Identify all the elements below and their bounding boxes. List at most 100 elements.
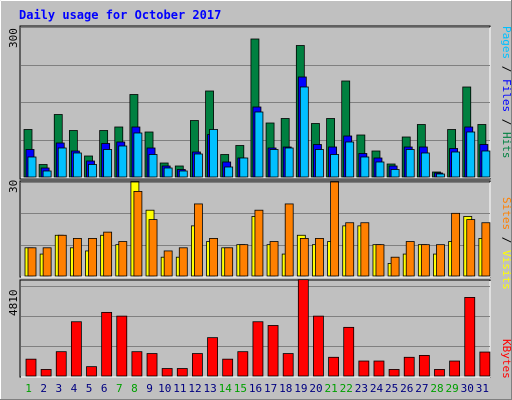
bar-pages — [194, 153, 203, 178]
bar-kbytes — [267, 325, 279, 377]
legend-entry: Visits — [500, 250, 512, 290]
x-tick-label: 5 — [86, 382, 93, 395]
bar-sites — [284, 203, 294, 277]
bar-sites — [299, 237, 309, 277]
bar-pages — [42, 170, 52, 178]
bar-kbytes — [449, 360, 461, 377]
x-tick-label: 14 — [219, 382, 233, 395]
bar-sites — [224, 247, 234, 277]
bar-kbytes — [373, 360, 385, 377]
svg-text:KBytes: KBytes — [500, 339, 512, 379]
bar-sites — [405, 241, 415, 277]
x-tick-label: 17 — [264, 382, 277, 395]
bar-sites — [209, 237, 218, 277]
bar-sites — [118, 241, 128, 277]
bar-kbytes — [313, 315, 324, 377]
bar-kbytes — [192, 353, 203, 377]
bar-kbytes — [388, 369, 400, 377]
bar-pages — [284, 147, 294, 178]
x-tick-label: 24 — [370, 382, 384, 395]
bar-sites — [390, 256, 400, 277]
bar-kbytes — [207, 337, 218, 377]
bar-pages — [133, 132, 143, 178]
x-tick-label: 31 — [476, 382, 489, 395]
bar-sites — [420, 244, 430, 277]
x-tick-label: 1 — [25, 382, 32, 395]
x-axis-labels: 1 2 3 4 5 6 7 8 9 10 11 12 13 14 15 16 17 18 19 20 21 22 23 24 2… — [25, 382, 489, 395]
x-tick-label: 27 — [415, 382, 428, 395]
x-tick-label: 2 — [40, 382, 47, 395]
bar-sites — [163, 250, 173, 277]
bar-sites — [103, 231, 113, 277]
bar-pages — [224, 166, 234, 178]
bar-pages — [345, 141, 355, 178]
x-tick-label: 13 — [203, 382, 216, 395]
x-tick-label: 16 — [249, 382, 262, 395]
x-tick-label: 15 — [234, 382, 247, 395]
bar-sites — [254, 209, 264, 277]
bar-pages — [360, 156, 370, 178]
bar-pages — [405, 149, 415, 178]
x-tick-label: 3 — [56, 382, 63, 395]
bar-kbytes — [55, 351, 67, 377]
x-tick-label: 23 — [355, 382, 368, 395]
bar-kbytes — [297, 279, 309, 377]
bar-kbytes — [131, 351, 143, 377]
svg-text:Sites / Visits: Sites / Visits — [500, 197, 512, 290]
x-tick-label: 10 — [158, 382, 171, 395]
bar-pages — [27, 156, 37, 178]
y-max-label-visits: 30 — [7, 180, 20, 193]
legend-entry: Hits — [500, 132, 512, 159]
x-tick-label: 6 — [101, 382, 108, 395]
bar-kbytes — [237, 351, 249, 377]
bar-sites — [345, 222, 355, 277]
bar-pages — [330, 154, 339, 178]
bar-sites — [466, 219, 476, 277]
bar-pages — [375, 161, 385, 178]
legend-entry: Sites — [500, 197, 512, 230]
bar-kbytes — [86, 366, 97, 377]
bar-pages — [103, 149, 113, 178]
bar-kbytes — [116, 315, 128, 377]
bar-kbytes — [176, 368, 188, 377]
bar-kbytes — [252, 321, 264, 377]
bar-pages — [209, 129, 218, 178]
bar-pages — [178, 170, 188, 178]
legend-visits: Sites / Visits — [500, 197, 512, 290]
bar-kbytes — [40, 369, 52, 377]
bar-kbytes — [403, 356, 415, 377]
bar-pages — [299, 86, 309, 178]
x-tick-label: 22 — [340, 382, 353, 395]
bar-pages — [269, 149, 279, 178]
bar-kbytes — [146, 353, 158, 377]
bar-sites — [42, 247, 52, 277]
x-tick-label: 20 — [309, 382, 322, 395]
bar-sites — [481, 222, 491, 277]
bar-kbytes — [282, 353, 294, 377]
bar-pages — [57, 147, 67, 178]
y-max-label-hits: 300 — [7, 28, 20, 48]
bar-pages — [390, 169, 400, 178]
legend-hits: Pages / Files / Hits — [500, 26, 512, 159]
bar-kbytes — [161, 368, 173, 377]
x-tick-label: 7 — [116, 382, 123, 395]
bar-sites — [315, 237, 324, 277]
bar-kbytes — [70, 321, 82, 377]
legend-entry: Pages — [500, 26, 512, 59]
x-tick-label: 29 — [446, 382, 459, 395]
bar-kbytes — [434, 369, 445, 377]
bar-sites — [451, 212, 461, 277]
y-max-label-kbytes: 4810 — [7, 290, 20, 317]
x-tick-label: 25 — [385, 382, 398, 395]
bar-kbytes — [479, 351, 491, 377]
bar-sites — [148, 219, 158, 277]
legend-entry: / — [500, 59, 512, 79]
bar-sites — [72, 237, 82, 277]
bar-pages — [72, 152, 82, 178]
bar-sites — [178, 247, 188, 277]
x-tick-label: 21 — [325, 382, 338, 395]
chart-title: Daily usage for October 2017 — [19, 8, 221, 22]
x-tick-label: 28 — [430, 382, 443, 395]
bar-pages — [420, 152, 430, 178]
bar-pages — [88, 164, 97, 178]
